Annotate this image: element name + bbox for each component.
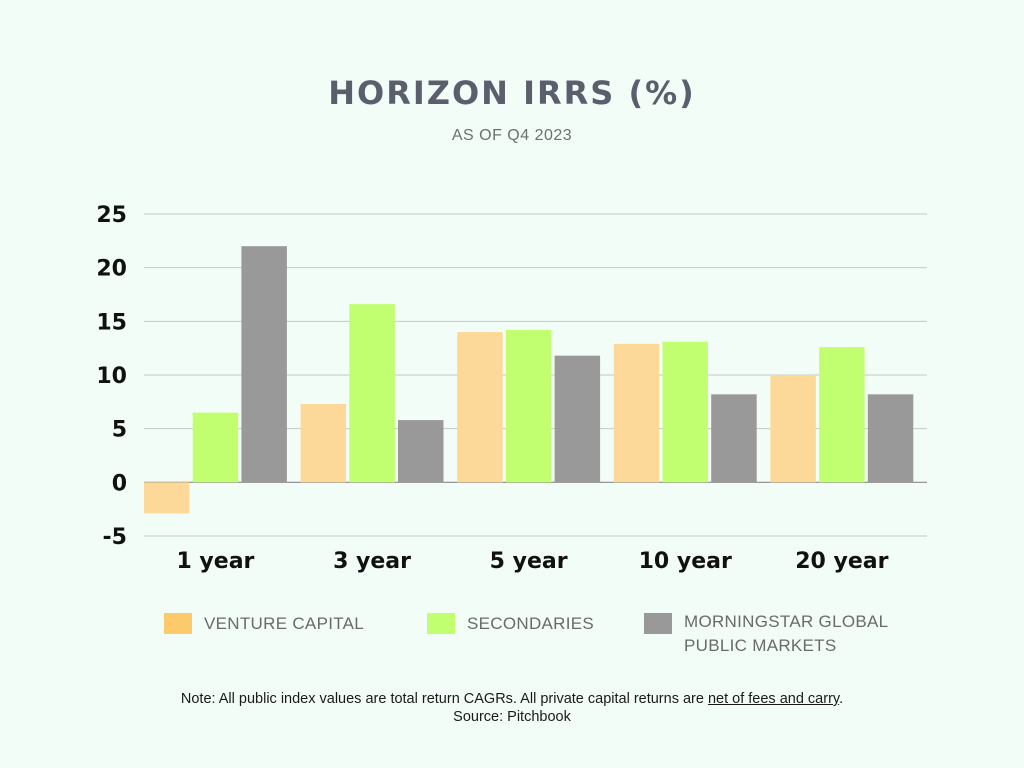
footnote-underlined: net of fees and carry <box>707 691 840 707</box>
bar <box>867 394 914 483</box>
x-tick-label: 5 year <box>490 549 568 574</box>
legend-label-secondaries: SECONDARIES <box>467 614 595 633</box>
bar-chart: -5 0 5 10 15 20 25 1 year 3 year 5 year 10 year 20 … <box>96 203 927 574</box>
x-tick-label: 3 year <box>333 549 411 574</box>
y-tick-label: -5 <box>103 525 127 550</box>
legend-swatch-secondaries <box>427 613 455 634</box>
bar <box>300 403 347 483</box>
y-tick-label: 25 <box>96 203 127 228</box>
y-tick-label: 0 <box>112 471 127 496</box>
y-tick-label: 10 <box>96 364 127 389</box>
bar <box>554 355 601 483</box>
bar <box>819 347 865 483</box>
bar <box>241 246 287 483</box>
legend-swatch-venture-capital <box>164 613 192 634</box>
chart-subtitle: AS OF Q4 2023 <box>451 127 573 144</box>
legend-item-secondaries: SECONDARIES <box>427 612 594 636</box>
bar <box>662 341 708 483</box>
bar <box>349 304 395 483</box>
bar <box>613 343 660 483</box>
bar <box>505 329 552 483</box>
chart-title: HORIZON IRRS (%) <box>328 74 696 112</box>
y-tick-label: 5 <box>112 418 127 443</box>
bar <box>711 394 757 483</box>
legend-swatch-morningstar <box>644 613 672 634</box>
footnote: Note: All public index values are total … <box>0 690 1024 726</box>
footnote-source: Source: Pitchbook <box>453 709 571 725</box>
y-tick-label: 20 <box>96 257 127 282</box>
bar <box>457 332 503 483</box>
footnote-text: Note: All public index values are total … <box>180 691 844 707</box>
bar <box>770 375 816 483</box>
bar <box>398 420 444 483</box>
legend-label-morningstar: MORNINGSTAR GLOBAL PUBLIC MARKETS <box>684 612 889 655</box>
x-tick-label: 1 year <box>176 549 254 574</box>
x-tick-label: 10 year <box>639 549 732 574</box>
bar <box>192 412 239 483</box>
legend-label-venture-capital: VENTURE CAPITAL <box>204 614 365 633</box>
x-tick-label: 20 year <box>795 549 888 574</box>
y-tick-label: 15 <box>96 310 127 335</box>
legend-item-morningstar: MORNINGSTAR GLOBAL PUBLIC MARKETS <box>644 610 888 658</box>
bar <box>144 482 190 514</box>
legend-item-venture-capital: VENTURE CAPITAL <box>164 612 364 636</box>
